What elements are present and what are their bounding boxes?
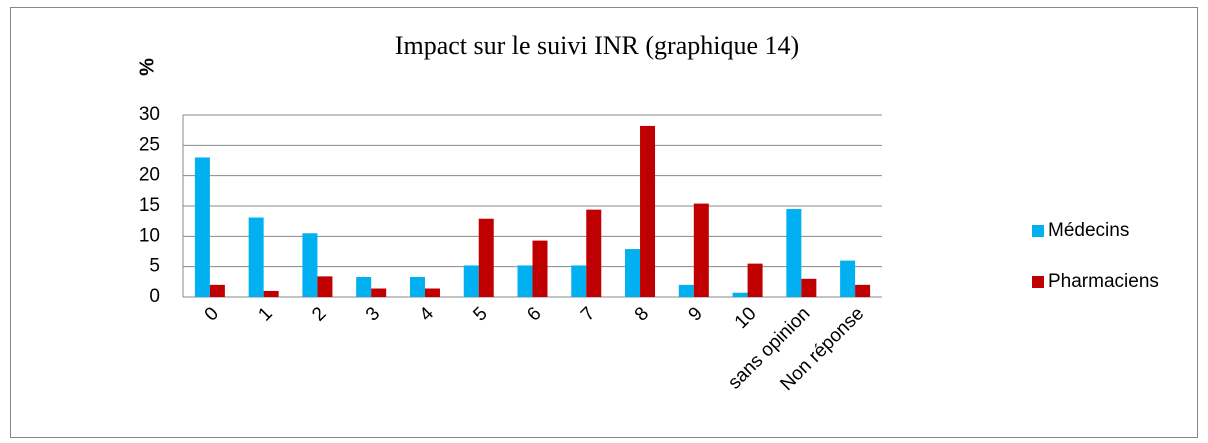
bar [855,284,871,297]
bar [747,263,763,297]
bar [532,240,548,297]
bar [209,284,225,297]
bar [263,290,279,297]
bar [801,278,817,297]
y-tick-label: 5 [149,256,160,277]
chart-title: Impact sur le suivi INR (graphique 14) [395,31,799,60]
legend-swatch [1032,276,1044,288]
legend-label: Pharmaciens [1048,271,1159,292]
bar [786,209,802,297]
bar [463,265,479,297]
bar [371,288,387,297]
y-tick-label: 20 [139,165,160,186]
bar [194,157,210,297]
bar [248,217,264,297]
bar [356,276,372,297]
y-tick-label: 0 [149,286,160,307]
bar [302,233,318,297]
bar [678,284,694,297]
y-tick-label: 10 [139,225,160,246]
chart-border [10,7,1198,438]
bar [640,125,656,297]
bar [517,265,533,297]
legend-swatch [1032,225,1044,237]
bar [317,276,333,297]
legend-label: Médecins [1048,220,1129,241]
bar [586,209,602,297]
bar [424,288,440,297]
bar [478,218,494,297]
y-tick-label: 30 [139,104,160,125]
bar [409,276,425,297]
bar [840,260,856,297]
bar [732,292,748,297]
y-tick-label: 15 [139,195,160,216]
y-axis-label: % [136,58,158,76]
y-tick-label: 25 [139,134,160,155]
bar [693,203,709,297]
bar [625,249,641,297]
bar [571,265,587,297]
